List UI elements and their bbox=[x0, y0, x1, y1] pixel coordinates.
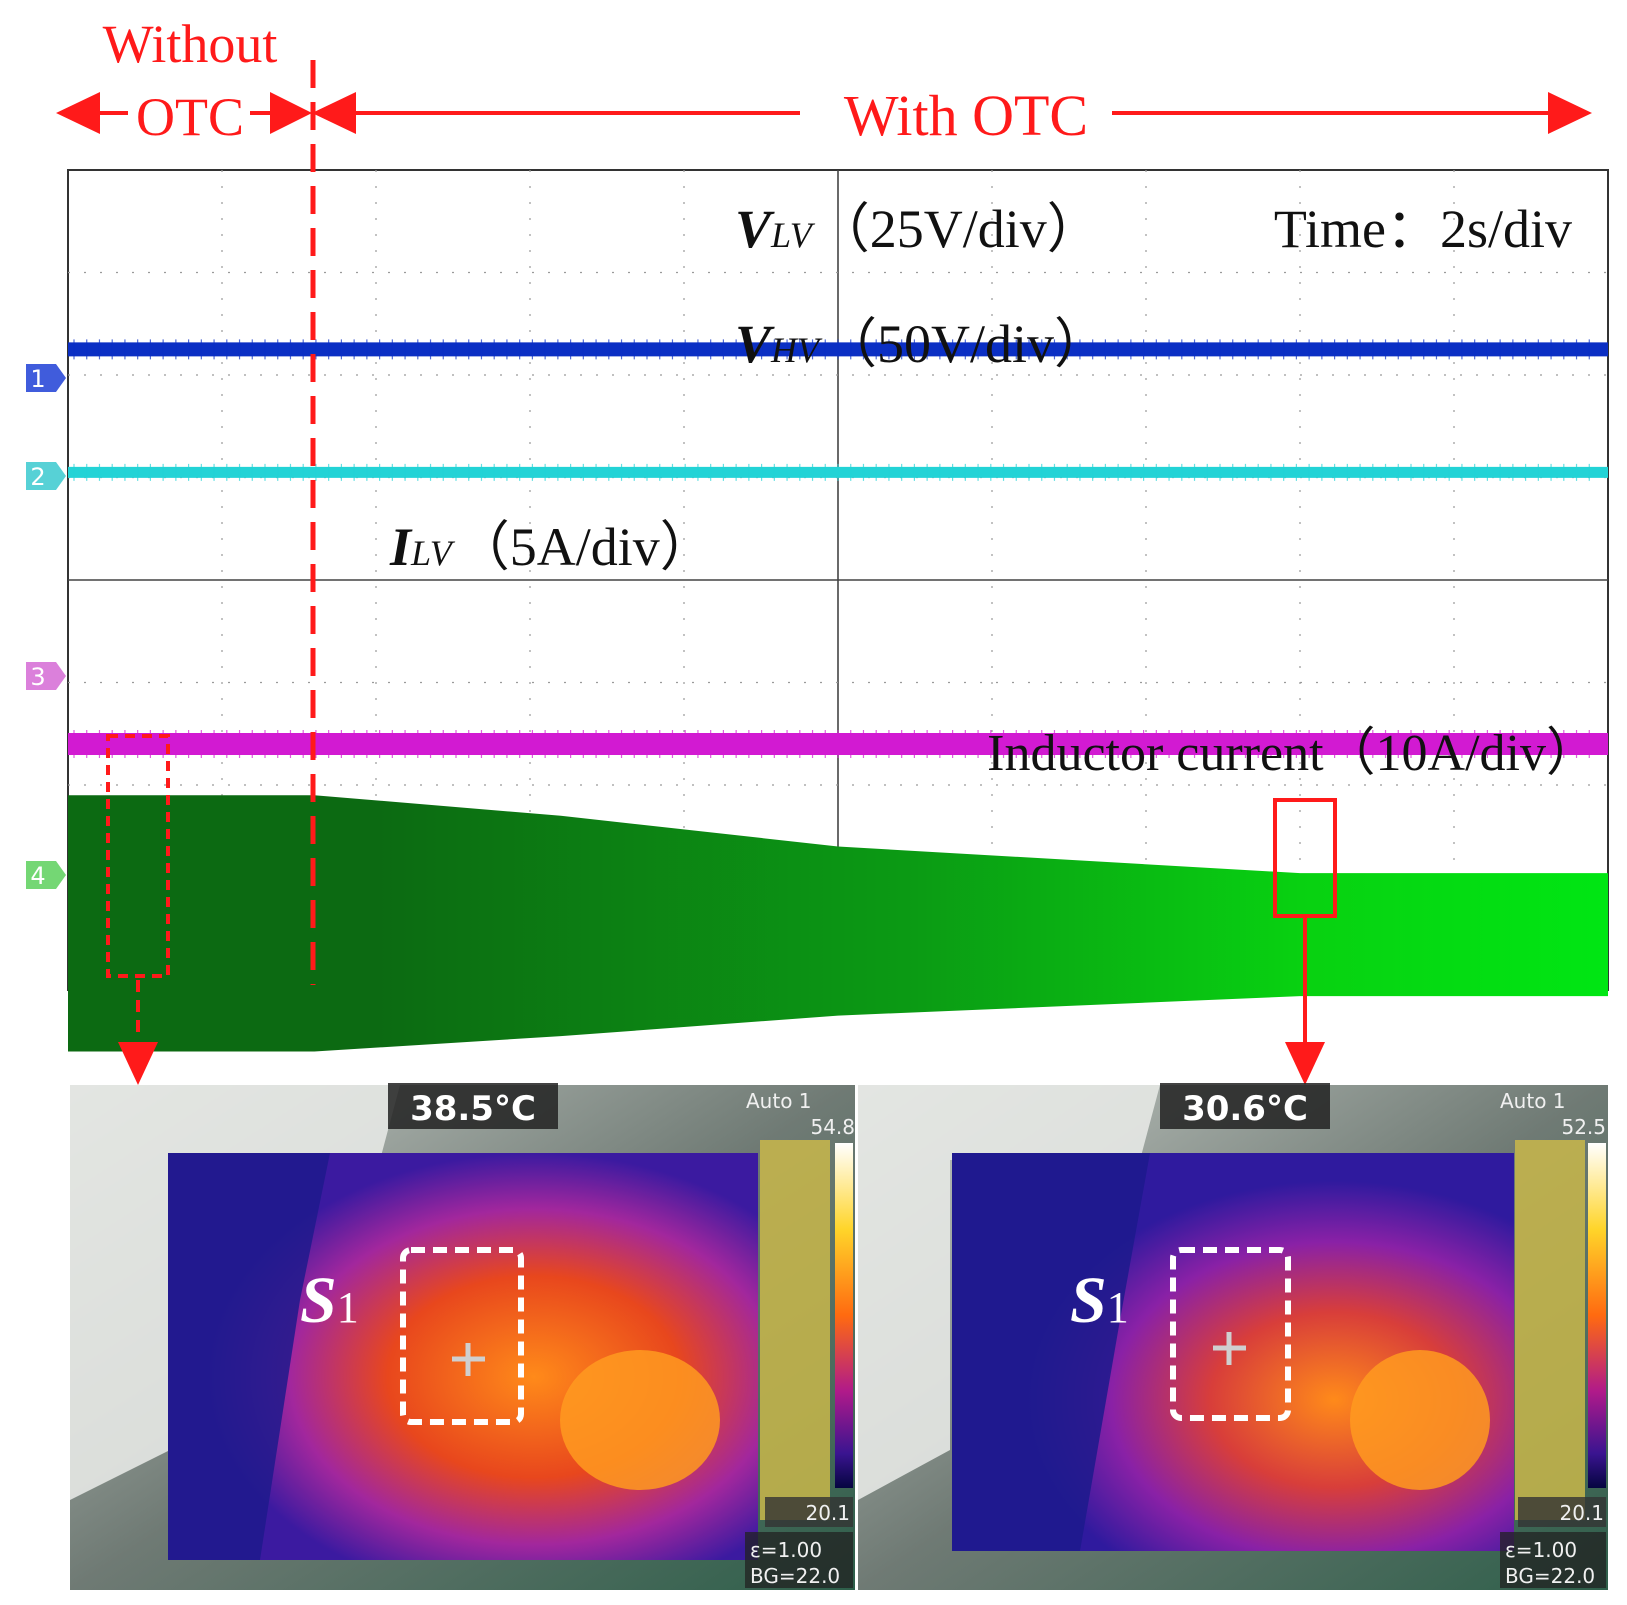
channel-marker-label-3: 3 bbox=[30, 663, 45, 691]
thermal-right-max: 52.5 bbox=[1561, 1115, 1606, 1139]
left-down-arrowhead bbox=[118, 1042, 158, 1085]
vlv-symbol: V bbox=[735, 199, 775, 259]
without-label-line1: Without bbox=[103, 14, 278, 74]
thermal-left-temp: 38.5°C bbox=[410, 1089, 536, 1129]
trace-inductor-current bbox=[68, 795, 1608, 1052]
thermal-left-mode: Auto 1 bbox=[746, 1089, 812, 1113]
channel-marker-label-1: 1 bbox=[30, 365, 45, 393]
thermal-left-colorbar bbox=[835, 1143, 853, 1488]
with-arrowhead-left bbox=[312, 92, 356, 134]
oscilloscope-plot: 1 2 3 4 bbox=[26, 169, 1609, 1052]
thermal-right-min-box bbox=[1518, 1497, 1606, 1527]
thermal-left-s1-symbol: S bbox=[300, 1264, 337, 1337]
thermal-right-info-box bbox=[1500, 1532, 1606, 1588]
thermal-left-s1-box bbox=[400, 1247, 524, 1425]
vhv-symbol: V bbox=[735, 314, 775, 374]
thermal-right-s1-box bbox=[1170, 1247, 1291, 1421]
thermal-right-min: 20.1 bbox=[1559, 1501, 1604, 1525]
channel-marker-4 bbox=[26, 861, 66, 889]
thermal-left-cold-area bbox=[168, 1153, 330, 1560]
thermal-left-temp-box bbox=[388, 1083, 558, 1129]
thermal-right-cold-area bbox=[952, 1153, 1150, 1551]
without-arrowhead-left bbox=[56, 92, 100, 134]
with-arrowhead-right bbox=[1548, 92, 1592, 134]
thermal-right-mode: Auto 1 bbox=[1500, 1089, 1566, 1113]
ilv-label: ILV（5A/div） bbox=[389, 517, 714, 577]
with-otc-label: With OTC bbox=[844, 83, 1088, 148]
thermal-left-s1-label: S1 bbox=[300, 1264, 359, 1337]
thermal-left-min-box bbox=[765, 1497, 853, 1527]
thermal-image-with-otc: 30.6°C Auto 1 52.5 20.1 ε=1.00 BG=22.0 S… bbox=[858, 1083, 1608, 1590]
ilv-scale: （5A/div） bbox=[456, 517, 714, 577]
thermal-left-coil bbox=[760, 1140, 830, 1520]
thermal-right-s1-symbol: S bbox=[1070, 1264, 1107, 1337]
thermal-image-without-otc: 38.5°C Auto 1 54.8 20.1 ε=1.00 BG=22.0 S… bbox=[70, 1083, 855, 1590]
without-arrowhead-right bbox=[270, 92, 312, 134]
right-down-arrowhead bbox=[1285, 1042, 1325, 1085]
thermal-right-colorbar bbox=[1588, 1143, 1606, 1488]
thermal-right-white-object bbox=[858, 1085, 1160, 1500]
thermal-left-hotspot bbox=[560, 1350, 720, 1490]
thermal-left-info-box bbox=[745, 1532, 853, 1588]
thermal-left-crosshair-icon bbox=[452, 1343, 485, 1376]
vlv-scale: （25V/div） bbox=[816, 199, 1101, 259]
thermal-right-s1-label: S1 bbox=[1070, 1264, 1129, 1337]
channel-marker-2 bbox=[26, 462, 66, 490]
vlv-label: VLV（25V/div） bbox=[735, 199, 1101, 259]
thermal-right-s1-sub: 1 bbox=[1107, 1283, 1129, 1332]
thermal-left-max: 54.8 bbox=[810, 1115, 855, 1139]
time-scale-label: Time：2s/div bbox=[1274, 199, 1572, 259]
thermal-left-s1-sub: 1 bbox=[337, 1283, 359, 1332]
without-label-line2: OTC bbox=[136, 87, 244, 147]
vhv-label: VHV（50V/div） bbox=[735, 314, 1108, 374]
thermal-left-min: 20.1 bbox=[805, 1501, 850, 1525]
thermal-right-coil bbox=[1515, 1140, 1585, 1520]
thermal-right-temp-box bbox=[1160, 1083, 1330, 1129]
scope-labels: VLV（25V/div） Time：2s/div VHV（50V/div） IL… bbox=[389, 199, 1598, 782]
otc-annotation: Without OTC With OTC bbox=[56, 14, 1592, 148]
thermal-left-white-object bbox=[70, 1085, 400, 1500]
thermal-right-emissivity: ε=1.00 bbox=[1505, 1538, 1577, 1562]
without-otc-sample-box bbox=[106, 734, 170, 978]
ilv-subscript: LV bbox=[410, 533, 456, 573]
thermal-right-bg: BG=22.0 bbox=[1505, 1564, 1595, 1588]
thermal-right-crosshair-icon bbox=[1213, 1332, 1246, 1365]
channel-marker-3 bbox=[26, 662, 66, 690]
channel-marker-1 bbox=[26, 364, 66, 392]
channel-marker-label-2: 2 bbox=[30, 463, 45, 491]
traces bbox=[68, 339, 1608, 1052]
vhv-scale: （50V/div） bbox=[823, 314, 1108, 374]
thermal-left-bg: BG=22.0 bbox=[750, 1564, 840, 1588]
thermal-right-hotspot bbox=[1350, 1350, 1490, 1490]
vlv-subscript: LV bbox=[770, 215, 816, 255]
channel-marker-label-4: 4 bbox=[30, 862, 45, 890]
inductor-label: Inductor current（10A/div） bbox=[987, 725, 1598, 782]
ilv-symbol: I bbox=[389, 517, 413, 577]
thermal-left-emissivity: ε=1.00 bbox=[750, 1538, 822, 1562]
channel-markers: 1 2 3 4 bbox=[26, 364, 66, 890]
thermal-right-temp: 30.6°C bbox=[1182, 1089, 1308, 1129]
vhv-subscript: HV bbox=[770, 330, 823, 370]
